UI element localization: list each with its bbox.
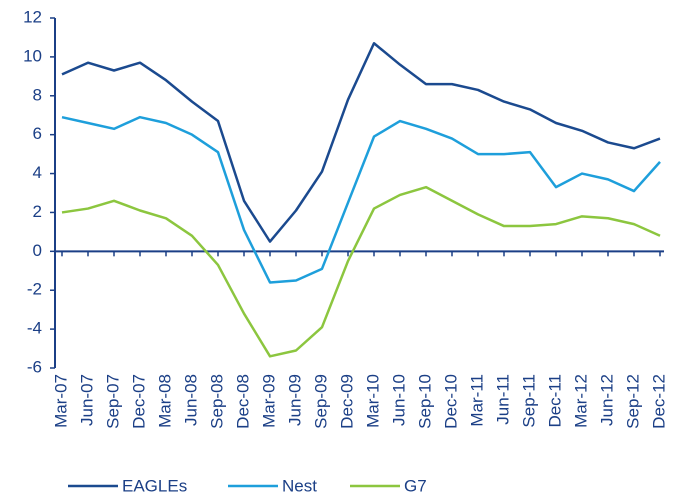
x-tick-label: Mar-10 <box>363 374 382 428</box>
x-tick-label: Dec-10 <box>441 374 460 429</box>
y-tick-label: -2 <box>27 280 42 299</box>
x-tick-label: Mar-11 <box>467 374 486 427</box>
x-tick-label: Mar-12 <box>571 374 590 428</box>
x-tick-label: Jun-10 <box>389 374 408 426</box>
x-tick-label: Dec-11 <box>545 374 564 428</box>
y-tick-label: 0 <box>33 241 42 260</box>
x-tick-label: Jun-11 <box>493 374 512 425</box>
legend-label: EAGLEs <box>122 476 187 495</box>
legend-label: Nest <box>282 476 317 495</box>
x-tick-label: Sep-10 <box>415 374 434 429</box>
x-tick-label: Dec-09 <box>337 374 356 429</box>
y-tick-label: 6 <box>33 124 42 143</box>
y-tick-label: 12 <box>23 7 42 26</box>
x-tick-label: Dec-07 <box>129 374 148 429</box>
x-tick-label: Jun-08 <box>181 374 200 426</box>
x-tick-label: Mar-09 <box>259 374 278 428</box>
x-tick-label: Sep-07 <box>103 374 122 429</box>
series-line <box>61 115 661 284</box>
y-tick-label: 2 <box>33 202 42 221</box>
y-tick-label: -6 <box>27 357 42 376</box>
y-tick-label: -4 <box>27 319 42 338</box>
series-line <box>61 185 661 358</box>
x-tick-label: Dec-12 <box>649 374 668 429</box>
legend-label: G7 <box>404 476 427 495</box>
y-tick-label: 10 <box>23 46 42 65</box>
x-tick-label: Jun-12 <box>597 374 616 426</box>
x-tick-label: Dec-08 <box>233 374 252 429</box>
x-tick-label: Jun-09 <box>285 374 304 426</box>
x-tick-label: Sep-09 <box>311 374 330 429</box>
x-tick-label: Sep-12 <box>623 374 642 429</box>
y-tick-label: 8 <box>33 85 42 104</box>
x-tick-label: Jun-07 <box>77 374 96 426</box>
x-tick-label: Sep-08 <box>207 374 226 429</box>
series-line <box>61 42 661 243</box>
y-tick-label: 4 <box>33 163 42 182</box>
x-tick-label: Mar-07 <box>51 374 70 428</box>
x-tick-label: Mar-08 <box>155 374 174 428</box>
x-tick-label: Sep-11 <box>519 374 538 428</box>
